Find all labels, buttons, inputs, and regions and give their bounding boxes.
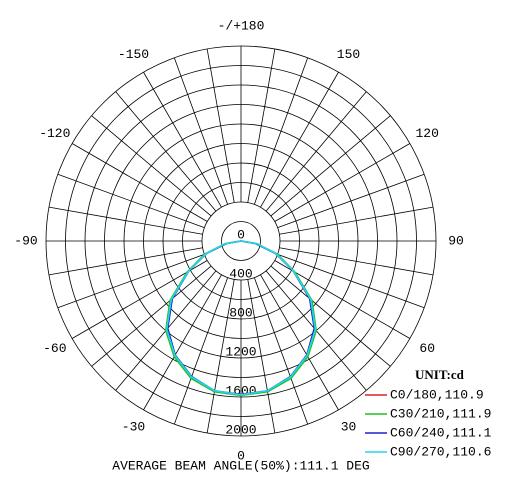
grid-circle <box>104 104 378 378</box>
chart-title: AVERAGE BEAM ANGLE(50%):111.1 DEG <box>112 458 369 473</box>
grid-circle <box>45 45 437 437</box>
grid-circle <box>221 221 261 261</box>
grid-circle <box>65 65 417 417</box>
r-tick-label: 800 <box>229 305 252 320</box>
grid-circle <box>201 201 281 281</box>
theta-tick-label: 90 <box>448 233 464 248</box>
legend-label: C30/210,111.9 <box>390 406 491 421</box>
series-line <box>165 240 317 396</box>
theta-tick-label: -90 <box>14 233 37 248</box>
r-tick-label: 400 <box>229 266 252 281</box>
legend-label: C0/180,110.9 <box>390 387 484 402</box>
grid-circle <box>123 123 359 359</box>
legend-label: C60/240,111.1 <box>390 425 492 440</box>
theta-tick-label: -30 <box>122 420 145 435</box>
grid-circle <box>162 162 320 320</box>
r-tick-label: 1200 <box>225 344 256 359</box>
theta-tick-label: -/+180 <box>218 18 265 33</box>
theta-tick-label: -150 <box>118 47 149 62</box>
theta-tick-label: -120 <box>39 126 70 141</box>
legend-label: C90/270,110.6 <box>390 444 491 459</box>
grid-circle <box>84 84 398 398</box>
theta-tick-label: 60 <box>419 341 435 356</box>
theta-tick-label: 150 <box>337 47 360 62</box>
unit-label: UNIT:cd <box>415 367 465 382</box>
theta-tick-label: 30 <box>341 420 357 435</box>
grid-circle <box>182 182 300 300</box>
theta-tick-label: -60 <box>43 341 66 356</box>
theta-tick-label: 0 <box>237 448 245 463</box>
theta-tick-label: 120 <box>415 126 438 141</box>
r-tick-label: 0 <box>237 227 245 242</box>
grid-circle <box>143 143 339 339</box>
r-tick-label: 2000 <box>225 422 256 437</box>
